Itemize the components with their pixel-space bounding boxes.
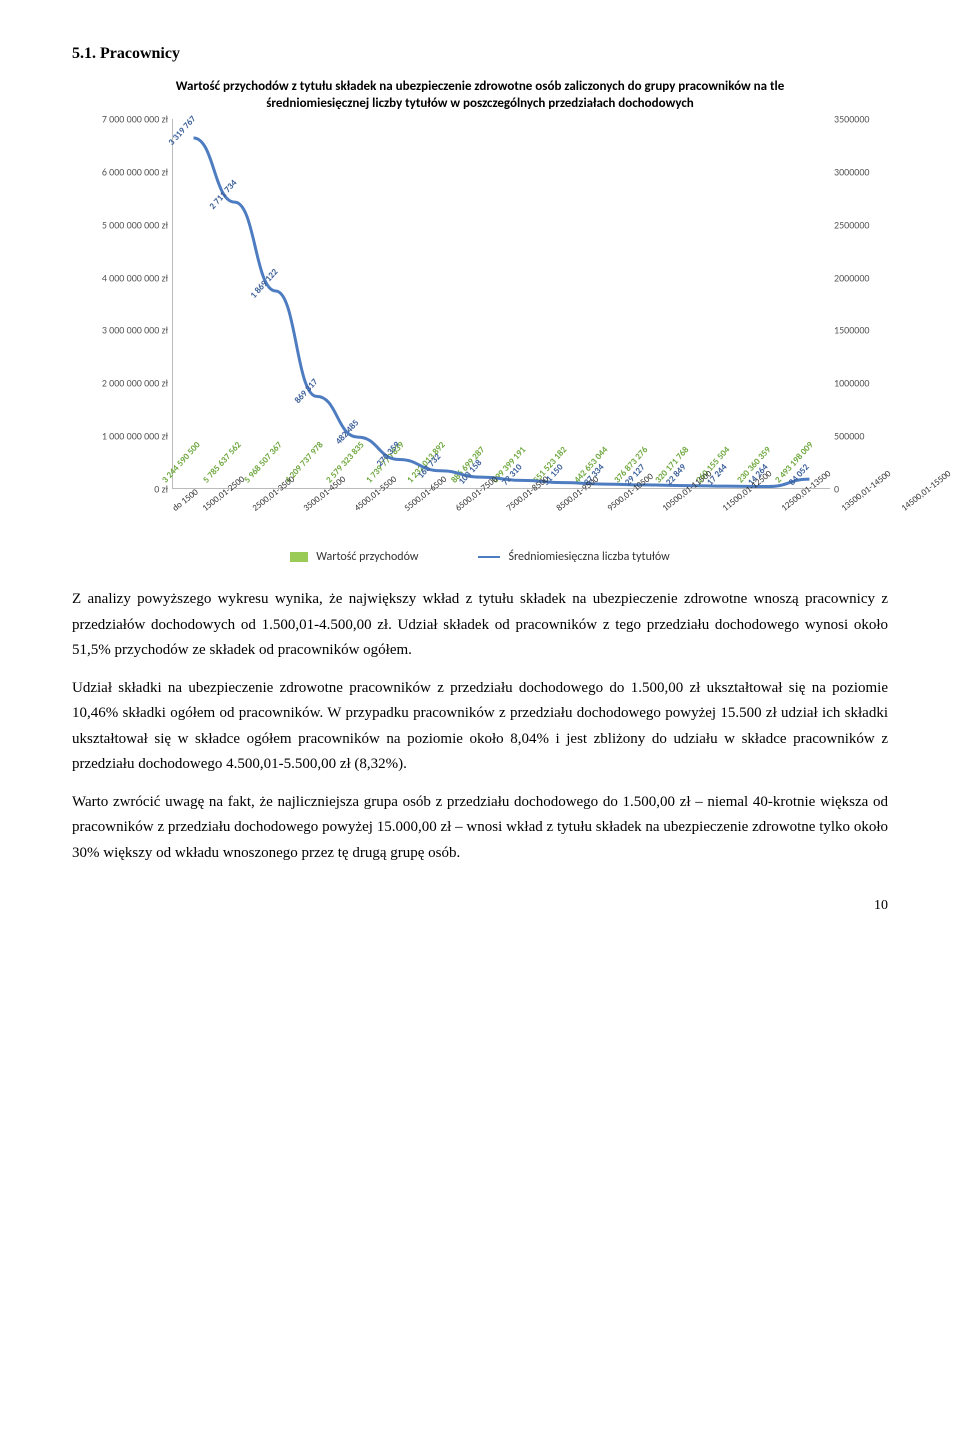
y-right-tick: 1500000: [834, 322, 886, 339]
x-tick-label: 14500,01-15500: [898, 467, 960, 542]
y-left-tick: 2 000 000 000 zł: [74, 375, 168, 392]
y-left-tick: 3 000 000 000 zł: [74, 322, 168, 339]
x-axis-labels: do 15001500,01-25002500,01-35003500,01-4…: [172, 491, 830, 539]
body-paragraph: Udział składki na ubezpieczenie zdrowotn…: [72, 676, 888, 778]
legend-label-line: Średniomiesięczna liczba tytułów: [508, 547, 669, 567]
body-paragraph: Warto zwrócić uwagę na fakt, że najliczn…: [72, 790, 888, 867]
bar-value-label: 3 244 590 500: [159, 438, 206, 488]
y-right-tick: 2000000: [834, 269, 886, 286]
legend-swatch-line: [478, 556, 500, 558]
chart-title: Wartość przychodów z tytułu składek na u…: [72, 79, 888, 113]
section-heading: 5.1. Pracownicy: [72, 40, 888, 67]
y-right-tick: 1000000: [834, 375, 886, 392]
y-left-tick: 7 000 000 000 zł: [74, 110, 168, 127]
y-right-tick: 2500000: [834, 216, 886, 233]
chart-area: 0 zł 1 000 000 000 zł 2 000 000 000 zł 3 00…: [72, 119, 888, 539]
y-left-tick: 6 000 000 000 zł: [74, 163, 168, 180]
legend-item-bar: Wartość przychodów: [290, 547, 418, 567]
y-left-tick: 0 zł: [74, 480, 168, 497]
bars-group: 3 244 590 5005 785 637 5625 968 507 3674…: [173, 119, 830, 488]
y-right-tick: 500000: [834, 428, 886, 445]
legend-item-line: Średniomiesięczna liczba tytułów: [478, 547, 669, 567]
chart-legend: Wartość przychodów Średniomiesięczna lic…: [72, 547, 888, 567]
y-right-tick: 3500000: [834, 110, 886, 127]
legend-label-bar: Wartość przychodów: [316, 547, 418, 567]
chart-plot: 3 244 590 5005 785 637 5625 968 507 3674…: [172, 119, 830, 489]
y-left-tick: 5 000 000 000 zł: [74, 216, 168, 233]
legend-swatch-bar: [290, 552, 308, 562]
body-paragraph: Z analizy powyższego wykresu wynika, że …: [72, 587, 888, 664]
y-right-tick: 3000000: [834, 163, 886, 180]
page-number: 10: [72, 894, 888, 918]
y-left-tick: 4 000 000 000 zł: [74, 269, 168, 286]
y-left-tick: 1 000 000 000 zł: [74, 428, 168, 445]
chart-container: Wartość przychodów z tytułu składek na u…: [72, 79, 888, 567]
